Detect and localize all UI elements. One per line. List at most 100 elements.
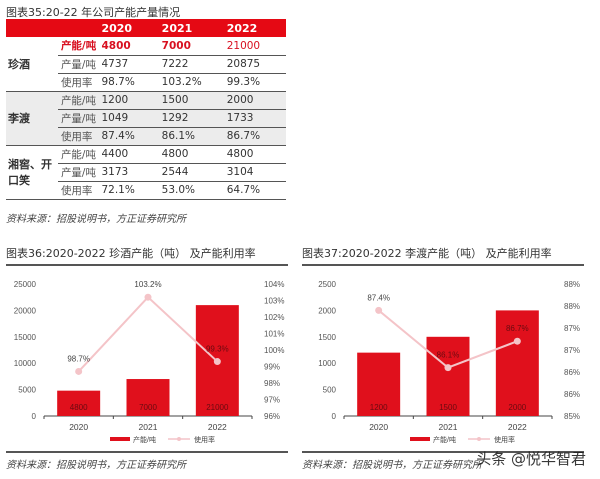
group-name: 湘窖、开口笑 [6, 145, 58, 200]
y-left-tick-label: 10000 [14, 359, 37, 368]
y-left-tick-label: 2000 [318, 306, 336, 315]
row-label: 产能/吨 [57, 145, 102, 164]
value-cell: 2544 [161, 163, 227, 182]
y-right-tick-label: 86% [564, 368, 580, 377]
x-tick-label: 2021 [139, 422, 158, 432]
line-data-label: 87.4% [367, 293, 390, 302]
y-left-tick-label: 0 [32, 412, 37, 421]
value-cell: 1292 [161, 109, 227, 128]
line-data-label: 86.1% [437, 351, 460, 360]
utilization-point [144, 293, 152, 301]
value-cell: 4800 [101, 37, 162, 56]
bar-data-label: 4800 [70, 403, 88, 412]
y-left-tick-label: 5000 [18, 386, 36, 395]
table-header-row: 2020 2021 2022 [6, 19, 286, 37]
value-cell: 64.7% [226, 181, 286, 200]
y-right-tick-label: 85% [564, 412, 580, 421]
value-cell: 4800 [161, 145, 227, 164]
table-row: 产量/吨 3173 2544 3104 [6, 163, 286, 182]
line-data-label: 103.2% [134, 280, 161, 289]
value-cell: 21000 [226, 37, 286, 56]
bar-2020 [57, 390, 101, 416]
value-cell: 3173 [101, 163, 162, 182]
group-name: 李渡 [6, 91, 58, 146]
bar-2021 [426, 336, 470, 416]
bar-data-label: 7000 [139, 403, 157, 412]
chart37-source-note: 资料来源：招股说明书，方正证券研究所 [302, 460, 482, 471]
x-tick-label: 2022 [508, 422, 527, 432]
bar-data-label: 1500 [439, 403, 457, 412]
utilization-point [75, 367, 83, 375]
y-left-tick-label: 20000 [14, 306, 37, 315]
line-data-label: 86.7% [506, 324, 529, 333]
y-left-tick-label: 2500 [318, 280, 336, 289]
table-row: 使用率 98.7% 103.2% 99.3% [6, 73, 286, 92]
y-right-tick-label: 99% [264, 363, 280, 372]
utilization-point [513, 337, 521, 345]
y-right-tick-label: 88% [564, 280, 580, 289]
value-cell: 4800 [226, 145, 286, 164]
legend-bar-label: 产能/吨 [433, 435, 456, 444]
y-left-tick-label: 0 [332, 412, 337, 421]
value-cell: 7000 [161, 37, 227, 56]
table-row: 珍酒 产能/吨 4800 7000 21000 [6, 37, 286, 92]
y-right-tick-label: 102% [264, 313, 284, 322]
legend-bar-swatch [410, 437, 430, 441]
value-cell: 98.7% [101, 73, 162, 92]
value-cell: 4737 [101, 55, 162, 74]
row-label: 使用率 [57, 181, 102, 200]
y-right-tick-label: 96% [264, 412, 280, 421]
row-label: 产能/吨 [57, 91, 102, 110]
value-cell: 1049 [101, 109, 162, 128]
y-right-tick-label: 103% [264, 297, 284, 306]
row-label: 产量/吨 [57, 163, 102, 182]
table-row: 湘窖、开口笑 产能/吨 4400 4800 4800 [6, 145, 286, 200]
legend-line-marker [177, 437, 181, 441]
bar-2021 [126, 379, 170, 416]
y-left-tick-label: 25000 [14, 280, 37, 289]
legend-line-label: 使用率 [494, 435, 515, 444]
y-right-tick-label: 97% [264, 396, 280, 405]
y-right-tick-label: 104% [264, 280, 284, 289]
table-row: 李渡 产能/吨 1200 1500 2000 [6, 91, 286, 146]
value-cell: 1200 [101, 91, 162, 110]
group-name: 珍酒 [6, 37, 58, 92]
y-right-tick-label: 100% [264, 346, 284, 355]
y-right-tick-label: 101% [264, 330, 284, 339]
chart36-title: 图表36:2020-2022 珍酒产能（吨） 及产能利用率 [6, 245, 288, 266]
y-right-tick-label: 98% [264, 379, 280, 388]
value-cell: 86.7% [226, 127, 286, 146]
value-cell: 3104 [226, 163, 286, 182]
row-label: 使用率 [57, 127, 102, 146]
value-cell: 103.2% [161, 73, 227, 92]
row-label: 使用率 [57, 73, 102, 92]
line-data-label: 99.3% [206, 345, 229, 354]
chart37-divider [302, 451, 584, 453]
chart37-title: 图表37:2020-2022 李渡产能（吨） 及产能利用率 [302, 245, 584, 266]
y-right-tick-label: 86% [564, 390, 580, 399]
value-cell: 87.4% [101, 127, 162, 146]
bar-data-label: 1200 [370, 403, 388, 412]
header-cell-2022: 2022 [226, 19, 286, 37]
chart36-source-note: 资料来源：招股说明书，方正证券研究所 [6, 460, 186, 471]
utilization-point [444, 364, 452, 372]
bar-data-label: 21000 [206, 403, 229, 412]
header-cell [57, 19, 102, 37]
header-cell-2021: 2021 [161, 19, 227, 37]
table-row: 使用率 72.1% 53.0% 64.7% [6, 181, 286, 200]
value-cell: 2000 [226, 91, 286, 110]
bar-data-label: 2000 [508, 403, 526, 412]
value-cell: 72.1% [101, 181, 162, 200]
legend-bar-swatch [110, 437, 130, 441]
legend-line-marker [477, 437, 481, 441]
value-cell: 20875 [226, 55, 286, 74]
table-title: 图表35:20-22 年公司产能产量情况 [6, 6, 181, 19]
value-cell: 7222 [161, 55, 227, 74]
bar-2020 [357, 352, 401, 416]
utilization-point [375, 306, 383, 314]
x-tick-label: 2021 [439, 422, 458, 432]
value-cell: 86.1% [161, 127, 227, 146]
table-row: 使用率 87.4% 86.1% 86.7% [6, 127, 286, 146]
x-tick-label: 2022 [208, 422, 227, 432]
bar-2022 [495, 310, 539, 416]
